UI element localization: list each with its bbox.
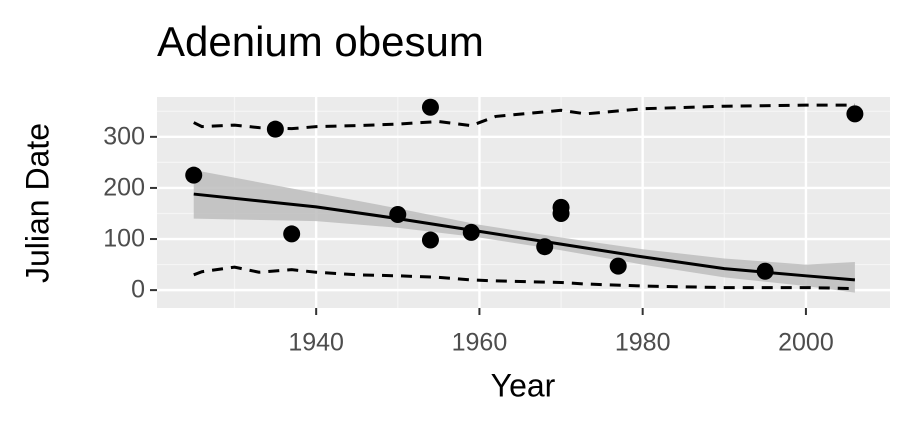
point bbox=[421, 231, 439, 249]
point bbox=[756, 262, 774, 280]
confidence-band bbox=[193, 170, 855, 293]
x-tick-label: 1960 bbox=[452, 329, 508, 357]
trend-line bbox=[193, 192, 856, 282]
y-tick-label: 0 bbox=[131, 276, 145, 304]
bound-line bbox=[193, 103, 855, 131]
point bbox=[389, 206, 407, 224]
point bbox=[283, 225, 301, 243]
bound-line bbox=[193, 265, 855, 291]
point bbox=[609, 257, 627, 275]
point bbox=[552, 204, 570, 222]
x-tick-label: 2000 bbox=[778, 329, 834, 357]
point bbox=[536, 238, 554, 256]
x-axis-label: Year bbox=[491, 367, 556, 403]
chart-title: Adenium obesum bbox=[157, 18, 484, 65]
point bbox=[462, 223, 480, 241]
x-tick-label: 1980 bbox=[615, 329, 671, 357]
point bbox=[266, 120, 284, 138]
y-axis-label: Julian Date bbox=[19, 123, 55, 283]
point bbox=[421, 98, 439, 116]
y-tick-label: 200 bbox=[103, 174, 145, 202]
point bbox=[846, 105, 864, 123]
x-tick-label: 1940 bbox=[288, 329, 344, 357]
point bbox=[185, 166, 203, 184]
y-tick-label: 300 bbox=[103, 122, 145, 150]
y-tick-label: 100 bbox=[103, 225, 145, 253]
